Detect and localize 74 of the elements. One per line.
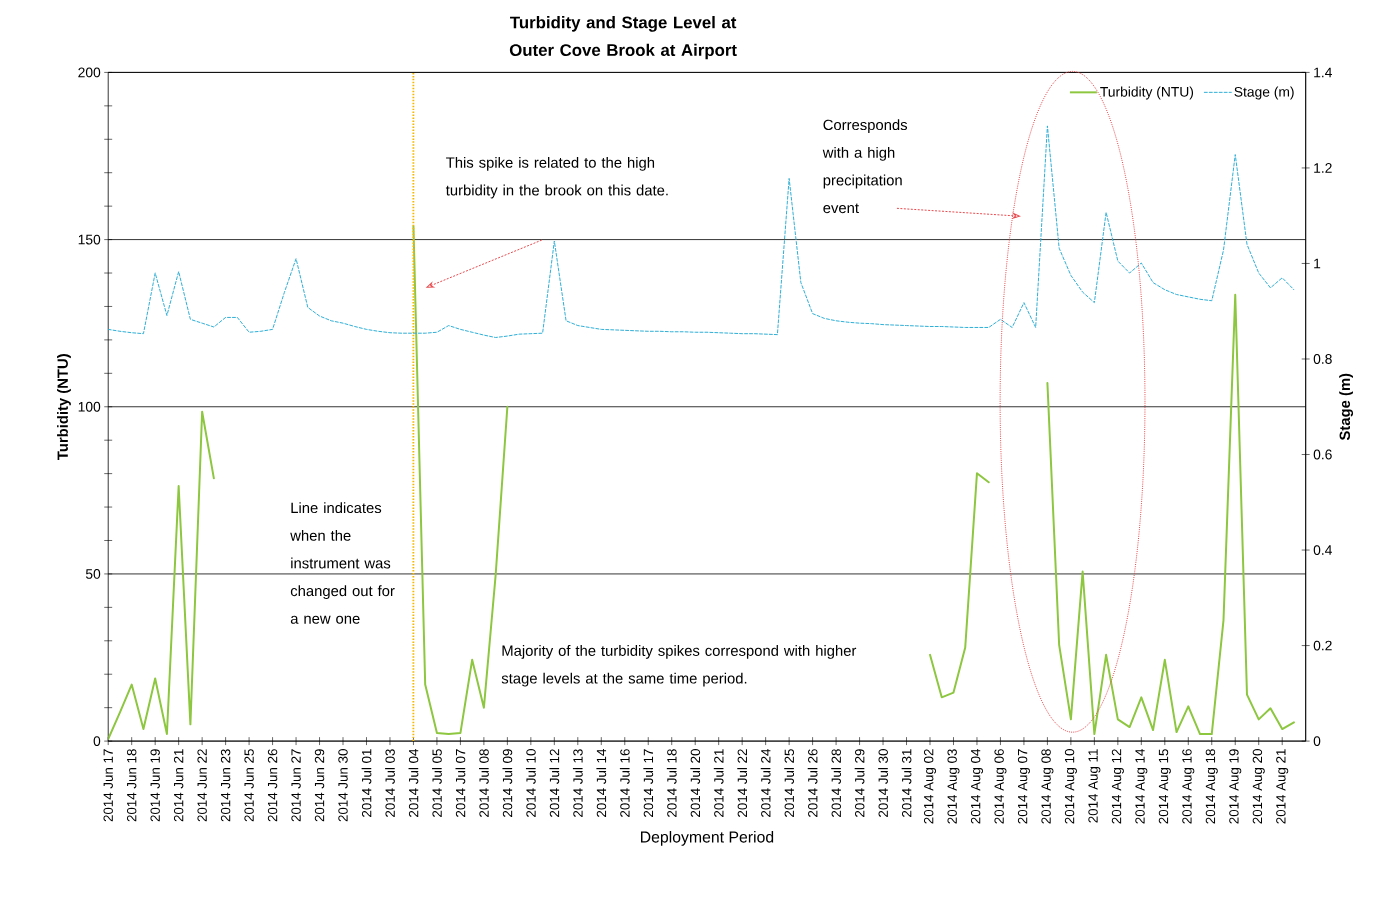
x-tick-label: 2014 Aug 11 [1088, 749, 1101, 823]
legend-label: Turbidity (NTU) [1100, 86, 1194, 100]
x-tick-label: 2014 Aug 15 [1158, 749, 1171, 824]
y2-tick-label: 0.6 [1313, 449, 1332, 460]
x-tick-label: 2014 Jun 23 [220, 749, 231, 822]
x-tick-label: 2014 Jul 10 [525, 749, 536, 817]
x-tick-label: 2014 Jul 13 [572, 749, 583, 817]
x-tick-label: 2014 Aug 20 [1252, 749, 1265, 824]
ref-line-label: Line indicates when the instrument was changed out for a new one [290, 502, 395, 624]
annotation: Corresponds with a high precipitation event [822, 119, 908, 214]
y2-tick-label: 0.4 [1313, 545, 1332, 556]
chart-title: Turbidity and Stage Level at Outer Cove Brook at Airport [509, 16, 737, 60]
y2-tick-label: 0.2 [1313, 640, 1332, 651]
x-axis-title: Deployment Period [641, 831, 774, 846]
x-tick-label: 2014 Jul 21 [713, 749, 724, 817]
x-tick-label: 2014 Jul 12 [549, 749, 560, 817]
y-tick-label: 50 [85, 569, 101, 579]
y2-tick-label: 0.8 [1313, 354, 1332, 364]
x-tick-label: 2014 Aug 18 [1205, 749, 1218, 824]
x-tick-label: 2014 Aug 03 [947, 749, 960, 824]
x-tick-label: 2014 Jul 26 [807, 749, 818, 817]
x-tick-label: 2014 Jul 03 [385, 749, 395, 817]
x-tick-label: 2014 Aug 19 [1229, 749, 1242, 824]
x-tick-label: 2014 Jun 21 [173, 749, 184, 822]
x-tick-label: 2014 Aug 08 [1041, 749, 1054, 824]
y2-tick-label: 1 [1314, 258, 1321, 269]
x-tick-label: 2014 Jul 18 [666, 749, 677, 817]
x-tick-label: 2014 Jun 29 [314, 749, 325, 822]
x-tick-label: 2014 Aug 16 [1182, 749, 1195, 824]
x-tick-label: 2014 Jul 31 [901, 749, 912, 817]
x-tick-label: 2014 Jun 30 [338, 749, 348, 822]
x-tick-label: 2014 Jul 17 [643, 749, 654, 817]
x-tick-label: 2014 Jul 25 [784, 749, 795, 817]
x-tick-label: 2014 Jul 14 [596, 749, 607, 817]
x-tick-label: 2014 Aug 10 [1064, 749, 1077, 824]
legend-label: Stage (m) [1234, 86, 1294, 100]
x-tick-label: 2014 Jun 17 [103, 749, 113, 822]
x-tick-label: 2014 Jun 22 [197, 749, 207, 822]
y-tick-label: 150 [78, 234, 101, 245]
x-tick-label: 2014 Jul 28 [831, 749, 841, 817]
x-tick-label: 2014 Jul 24 [760, 749, 771, 817]
x-tick-label: 2014 Jul 08 [478, 749, 489, 817]
x-tick-label: 2014 Aug 06 [994, 749, 1007, 824]
x-tick-label: 2014 Aug 14 [1135, 749, 1148, 824]
x-tick-label: 2014 Jul 09 [502, 749, 513, 817]
x-tick-label: 2014 Aug 07 [1017, 749, 1030, 824]
x-tick-label: 2014 Jul 05 [432, 749, 442, 817]
x-tick-label: 2014 Jul 20 [690, 749, 701, 817]
x-tick-label: 2014 Jul 01 [361, 749, 372, 817]
x-tick-label: 2014 Jul 16 [619, 749, 630, 817]
y-tick-label: 0 [93, 736, 101, 747]
y-axis-title: Turbidity (NTU) [57, 354, 71, 461]
y-tick-label: 200 [78, 67, 101, 78]
x-tick-label: 2014 Jun 19 [150, 749, 160, 822]
x-tick-label: 2014 Jul 22 [737, 749, 748, 817]
x-tick-label: 2014 Jun 26 [267, 749, 278, 822]
x-tick-label: 2014 Jun 18 [126, 749, 137, 822]
annotation: Majority of the turbidity spikes correspond with higher stage levels at the same time period. [501, 645, 857, 687]
y2-tick-label: 0 [1313, 736, 1321, 747]
y2-tick-label: 1.4 [1314, 67, 1332, 78]
x-tick-label: 2014 Aug 04 [970, 749, 984, 824]
x-tick-label: 2014 Jun 27 [291, 749, 301, 822]
y2-tick-label: 1.2 [1314, 163, 1332, 173]
annotation: This spike is related to the high turbidity in the brook on this date. [445, 157, 668, 199]
y2-axis-title: Stage (m) [1339, 373, 1354, 441]
x-tick-label: 2014 Aug 02 [923, 749, 937, 824]
x-tick-label: 2014 Jun 25 [244, 749, 254, 822]
x-tick-label: 2014 Jul 29 [854, 749, 865, 817]
x-tick-label: 2014 Jul 04 [408, 749, 419, 817]
x-tick-label: 2014 Aug 21 [1276, 749, 1289, 824]
x-tick-label: 2014 Jul 07 [455, 749, 466, 817]
x-tick-label: 2014 Aug 12 [1111, 749, 1124, 824]
x-tick-label: 2014 Jul 30 [878, 749, 888, 817]
y-tick-label: 100 [78, 401, 101, 412]
